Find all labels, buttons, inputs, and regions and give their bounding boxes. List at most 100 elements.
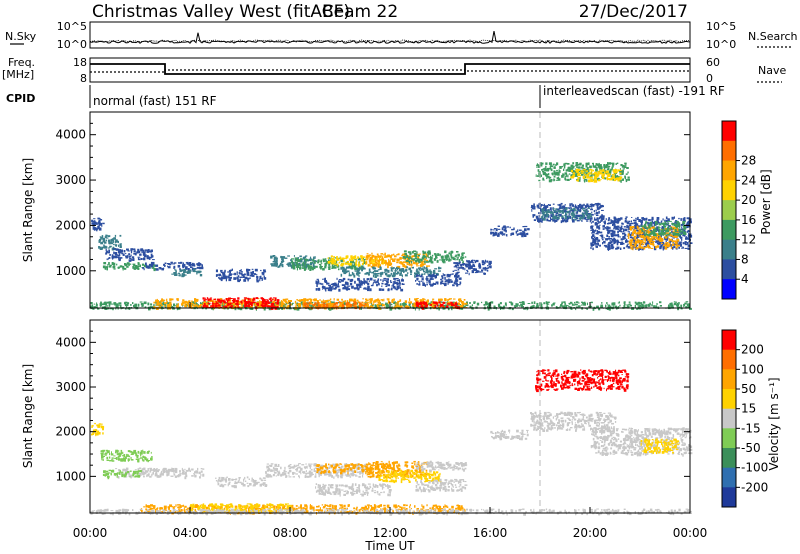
power-echoes — [90, 162, 693, 311]
power-echo-cell — [391, 301, 393, 303]
power-echo-cell — [274, 297, 277, 301]
power-echo-cell — [132, 302, 134, 304]
power-echo-cell — [104, 241, 107, 244]
power-echo-cell — [577, 214, 581, 218]
power-echo-cell — [281, 265, 284, 268]
power-echo-cell — [546, 177, 548, 180]
power-echo-cell — [490, 231, 492, 235]
power-echo-cell — [417, 262, 419, 264]
power-echo-cell — [644, 304, 648, 308]
power-echo-cell — [402, 261, 406, 263]
power-echo-cell — [420, 305, 424, 309]
power-echo-cell — [264, 303, 266, 305]
power-echo-cell — [387, 278, 389, 281]
power-echo-cell — [454, 269, 458, 271]
power-echo-cell — [568, 213, 570, 216]
power-echo-cell — [287, 302, 289, 305]
power-echo-cell — [603, 244, 607, 247]
power-echo-cell — [249, 302, 252, 305]
power-echo-cell — [130, 249, 132, 251]
power-echo-cell — [536, 305, 539, 308]
power-echo-cell — [616, 242, 619, 246]
power-echo-cell — [607, 248, 609, 251]
power-echo-cell — [317, 301, 320, 305]
power-echo-cell — [418, 253, 421, 255]
power-echo-cell — [363, 267, 366, 270]
power-echo-cell — [441, 277, 444, 280]
power-echo-cell — [412, 258, 416, 261]
power-echo-cell — [225, 298, 228, 301]
power-echo-cell — [599, 207, 601, 209]
power-echo-cell — [93, 220, 96, 222]
power-echo-cell — [454, 275, 457, 278]
power-echo-cell — [374, 281, 378, 283]
power-echo-cell — [108, 257, 111, 259]
power-echo-cell — [435, 253, 437, 256]
power-echo-cell — [401, 257, 404, 259]
power-echo-cell — [633, 219, 635, 222]
power-echo-cell — [420, 274, 423, 278]
power-echo-cell — [105, 239, 107, 242]
power-echo-cell — [575, 214, 577, 217]
power-echo-cell — [285, 298, 289, 300]
power-echo-cell — [118, 248, 120, 252]
power-echo-cell — [565, 305, 567, 307]
power-echo-cell — [586, 302, 588, 306]
power-echo-cell — [130, 254, 132, 257]
power-echo-cell — [110, 303, 114, 305]
power-echo-cell — [427, 250, 431, 254]
power-echo-cell — [351, 299, 354, 302]
power-echo-cell — [347, 260, 349, 263]
power-echo-cell — [481, 270, 483, 273]
power-echo-cell — [364, 304, 366, 308]
power-echo-cell — [358, 261, 360, 265]
power-echo-cell — [174, 273, 176, 276]
power-echo-cell — [104, 301, 107, 305]
power-echo-cell — [263, 300, 267, 302]
power-echo-cell — [219, 298, 223, 301]
power-echo-cell — [395, 304, 398, 308]
power-echo-cell — [331, 305, 334, 307]
power-echo-cell — [386, 280, 388, 284]
power-echo-cell — [602, 173, 605, 176]
power-echo-cell — [411, 255, 413, 259]
power-echo-cell — [626, 244, 628, 248]
power-echo-cell — [111, 262, 114, 265]
power-echo-cell — [419, 273, 421, 276]
power-echo-cell — [415, 262, 418, 265]
power-echo-cell — [401, 274, 403, 276]
power-echo-cell — [116, 263, 118, 266]
power-echo-cell — [156, 301, 159, 305]
power-echo-cell — [421, 302, 423, 304]
power-echo-cell — [444, 255, 447, 258]
power-echo-cell — [147, 302, 150, 306]
power-echo-cell — [302, 261, 304, 264]
date-label: 27/Dec/2017 — [579, 2, 688, 22]
power-echo-cell — [676, 305, 678, 307]
power-echo-cell — [317, 304, 321, 307]
power-echo-cell — [468, 267, 470, 270]
power-echo-cell — [369, 300, 373, 303]
power-echo-cell — [313, 261, 316, 264]
power-echo-cell — [386, 262, 390, 266]
power-echo-cell — [438, 307, 440, 311]
power-echo-cell — [527, 228, 530, 231]
power-echo-cell — [364, 302, 367, 304]
power-echo-cell — [596, 206, 598, 210]
power-echo-cell — [430, 277, 433, 280]
power-echo-cell — [199, 274, 203, 277]
power-echo-cell — [586, 307, 588, 310]
power-echo-cell — [500, 307, 502, 310]
power-echo-cell — [577, 169, 581, 171]
power-echo-cell — [577, 172, 581, 175]
power-echo-cell — [121, 252, 123, 255]
power-echo-cell — [179, 268, 181, 270]
power-echo-cell — [107, 258, 109, 260]
power-echo-cell — [126, 262, 130, 264]
power-echo-cell — [320, 263, 322, 267]
power-echo-cell — [261, 300, 264, 304]
power-echo-cell — [405, 259, 408, 262]
power-echo-cell — [546, 174, 549, 176]
power-echo-cell — [458, 284, 461, 286]
power-echo-cell — [396, 304, 400, 306]
